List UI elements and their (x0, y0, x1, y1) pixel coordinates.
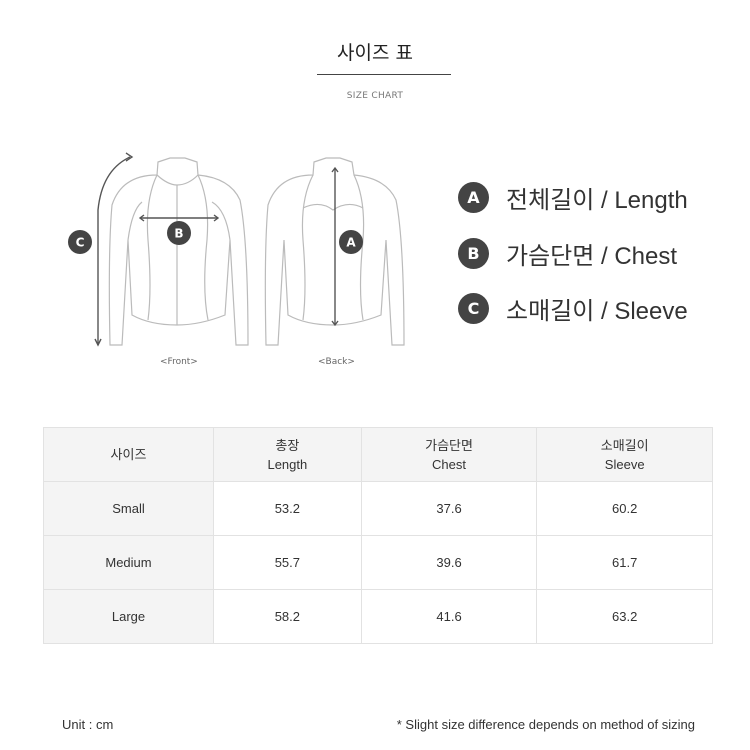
length-cell: 53.2 (213, 481, 362, 536)
header-ko: 사이즈 (110, 447, 147, 462)
sleeve-cell: 61.7 (536, 535, 713, 590)
header-en: Length (267, 456, 308, 472)
header-ko: 가슴단면 (425, 437, 473, 453)
table-header-row: 사이즈 총장 Length 가슴단면 Chest 소매길이 Sleeve (43, 427, 713, 482)
header-chest: 가슴단면 Chest (360, 427, 538, 482)
front-jacket (108, 157, 249, 346)
back-jacket (264, 157, 405, 346)
header-sleeve: 소매길이 Sleeve (536, 427, 713, 482)
header-en: Chest (432, 456, 467, 472)
table-row: Medium 55.7 39.6 61.7 (43, 535, 713, 590)
marker-a (339, 230, 363, 254)
table-row: Large 58.2 41.6 63.2 (43, 589, 713, 644)
badge-b: B (458, 238, 489, 269)
size-cell: Large (43, 589, 214, 644)
legend-label: 전체길이 / Length (506, 187, 688, 214)
svg-text:C: C (76, 236, 85, 250)
size-cell: Small (43, 481, 214, 536)
header-ko: 총장 (275, 437, 300, 453)
title-divider (317, 74, 451, 75)
svg-text:A: A (346, 236, 356, 250)
chest-cell: 39.6 (360, 535, 538, 590)
page-title: 사이즈 표 (337, 42, 413, 64)
legend-item-sleeve: C 소매길이 / Sleeve (458, 291, 688, 326)
legend-item-chest: B 가슴단면 / Chest (458, 236, 677, 271)
chest-cell: 41.6 (360, 589, 538, 644)
marker-c (68, 230, 92, 254)
sleeve-arrow (97, 156, 131, 345)
page-subtitle: SIZE CHART (346, 91, 404, 101)
badge-a: A (458, 182, 489, 213)
sleeve-cell: 63.2 (536, 589, 713, 644)
chest-cell: 37.6 (360, 481, 538, 536)
table-row: Small 53.2 37.6 60.2 (43, 481, 713, 536)
header-size: 사이즈 (43, 427, 214, 482)
svg-text:B: B (174, 227, 183, 241)
legend-item-length: A 전체길이 / Length (458, 180, 688, 215)
length-cell: 55.7 (213, 535, 362, 590)
header-length: 총장 Length (213, 427, 362, 482)
jacket-illustration: CBA (68, 152, 405, 347)
front-caption: <Front> (160, 357, 198, 367)
back-caption: <Back> (318, 357, 355, 367)
size-table: 사이즈 총장 Length 가슴단면 Chest 소매길이 Sleeve Small … (43, 427, 713, 644)
length-cell: 58.2 (213, 589, 362, 644)
badge-c: C (458, 293, 489, 324)
legend-label: 소매길이 / Sleeve (506, 298, 688, 325)
sleeve-cell: 60.2 (536, 481, 713, 536)
sizing-disclaimer: * Slight size difference depends on meth… (396, 717, 695, 732)
unit-note: Unit : cm (62, 717, 114, 732)
size-cell: Medium (43, 535, 214, 590)
marker-b (167, 221, 191, 245)
legend-label: 가슴단면 / Chest (506, 243, 678, 270)
header-ko: 소매길이 (600, 437, 649, 453)
header-en: Sleeve (604, 456, 645, 472)
